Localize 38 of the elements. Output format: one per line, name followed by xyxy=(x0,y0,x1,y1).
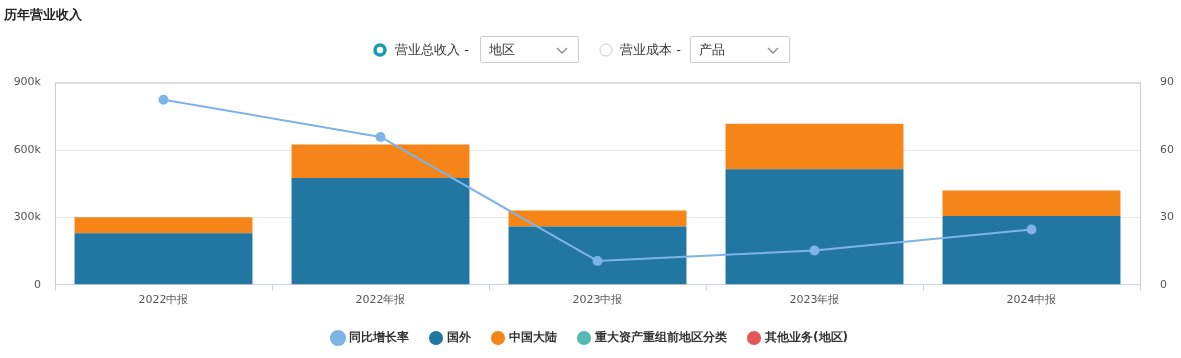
x-tick-label: 2022中报 xyxy=(138,293,189,307)
legend-label: 其他业务(地区) xyxy=(764,330,848,345)
bar xyxy=(508,226,687,285)
bar xyxy=(942,190,1121,217)
bar xyxy=(725,169,904,285)
x-tick-label: 2023中报 xyxy=(572,293,623,307)
bar xyxy=(291,144,470,179)
text: 营业成本 - xyxy=(620,41,681,59)
point xyxy=(1026,224,1037,235)
bar xyxy=(74,217,253,234)
bar xyxy=(725,123,904,170)
point xyxy=(375,131,386,142)
y-tick-label: 300k xyxy=(13,210,42,224)
bar xyxy=(508,210,687,227)
x-tick-label: 2022年报 xyxy=(355,293,406,307)
y-tick-label: 0 xyxy=(34,277,41,291)
x-tick-label: 2024中报 xyxy=(1006,293,1057,307)
point xyxy=(158,94,169,105)
legend-label: 重大资产重组前地区分类 xyxy=(594,330,728,345)
legend-label: 同比增长率 xyxy=(349,330,410,345)
y2-tick-label: 60 xyxy=(1160,142,1174,156)
x-tick-label: 2023年报 xyxy=(789,293,840,307)
bar xyxy=(942,216,1121,285)
point xyxy=(809,245,820,256)
y2-tick-label: 90 xyxy=(1160,75,1174,89)
legend-label: 中国大陆 xyxy=(509,330,558,345)
point xyxy=(592,255,603,266)
text: 营业总收入 - xyxy=(395,41,469,59)
bar xyxy=(291,178,470,285)
legend-label: 国外 xyxy=(447,330,473,345)
text: 产品 xyxy=(699,41,725,59)
y-tick-label: 900k xyxy=(13,75,42,89)
y-tick-label: 600k xyxy=(13,142,42,156)
y2-tick-label: 30 xyxy=(1160,210,1174,224)
bar xyxy=(74,233,253,285)
chart-title: 历年营业收入 xyxy=(4,6,82,24)
y2-tick-label: 0 xyxy=(1160,277,1167,291)
text: 地区 xyxy=(489,41,515,59)
